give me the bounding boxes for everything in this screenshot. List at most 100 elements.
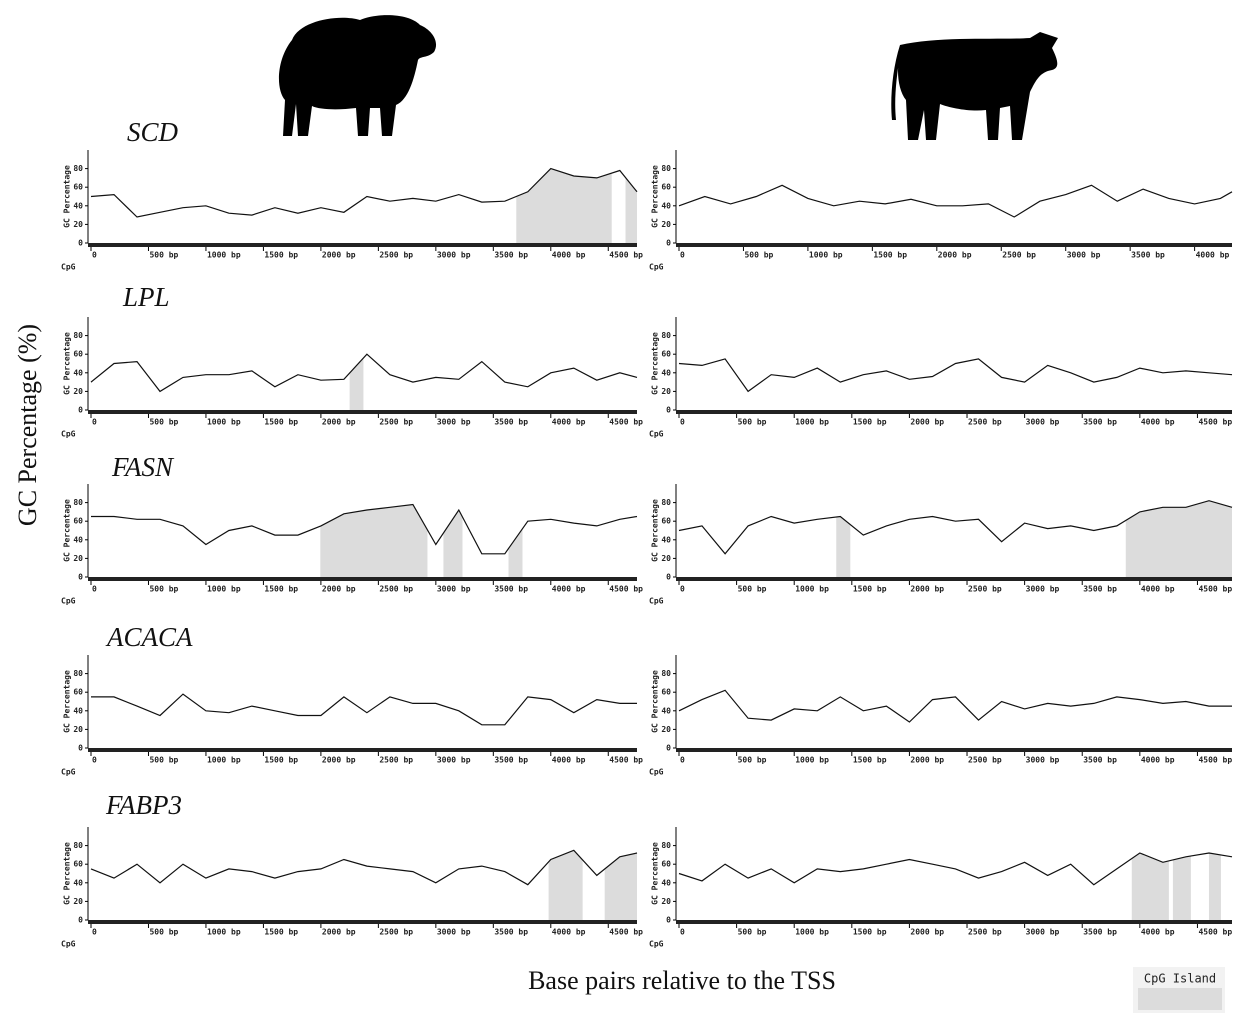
x-tick-label: 3500 bp bbox=[1083, 756, 1117, 765]
x-tick-label: 1000 bp bbox=[809, 251, 843, 260]
cpg-island bbox=[1209, 853, 1221, 920]
x-tick-label: 500 bp bbox=[149, 756, 178, 765]
legend-swatch bbox=[1138, 988, 1222, 1010]
x-tick-label: 1500 bp bbox=[873, 251, 907, 260]
y-tick-label: 0 bbox=[78, 744, 83, 753]
y-tick-label: 80 bbox=[661, 331, 671, 340]
y-tick-label: 40 bbox=[73, 878, 83, 887]
x-tick-label: 3000 bp bbox=[437, 756, 471, 765]
x-tick-label: 1500 bp bbox=[853, 928, 887, 937]
x-tick-label: 2000 bp bbox=[910, 928, 944, 937]
y-axis-label: GC Percentage bbox=[63, 499, 72, 562]
y-tick-label: 40 bbox=[661, 535, 671, 544]
y-tick-label: 0 bbox=[78, 573, 83, 582]
y-tick-label: 60 bbox=[661, 688, 671, 697]
x-tick-label: 2500 bp bbox=[968, 756, 1002, 765]
cpg-island bbox=[320, 504, 427, 577]
gc-line bbox=[679, 690, 1232, 722]
x-tick-label: 2000 bp bbox=[910, 418, 944, 427]
x-tick-label: 2500 bp bbox=[379, 928, 413, 937]
x-axis-title: Base pairs relative to the TSS bbox=[528, 966, 836, 995]
x-tick-label: 4500 bp bbox=[609, 756, 643, 765]
x-tick-label: 4000 bp bbox=[552, 418, 586, 427]
x-tick-label: 0 bbox=[680, 756, 685, 765]
x-tick-label: 4000 bp bbox=[1141, 756, 1175, 765]
x-tick-label: 1000 bp bbox=[795, 585, 829, 594]
cpg-island bbox=[516, 169, 611, 243]
x-tick-label: 2500 bp bbox=[379, 251, 413, 260]
x-tick-label: 3000 bp bbox=[1026, 418, 1060, 427]
x-tick-label: 3500 bp bbox=[1083, 585, 1117, 594]
x-tick-label: 0 bbox=[680, 251, 685, 260]
x-tick-label: 2500 bp bbox=[1002, 251, 1036, 260]
x-tick-label: 1000 bp bbox=[207, 418, 241, 427]
x-tick-label: 3500 bp bbox=[494, 251, 528, 260]
x-tick-label: 2000 bp bbox=[938, 251, 972, 260]
y-tick-label: 20 bbox=[661, 554, 671, 563]
y-tick-label: 40 bbox=[73, 535, 83, 544]
y-tick-label: 80 bbox=[73, 841, 83, 850]
x-tick-label: 0 bbox=[680, 418, 685, 427]
x-tick-label: 1500 bp bbox=[853, 756, 887, 765]
x-tick-label: 2000 bp bbox=[910, 756, 944, 765]
x-tick-label: 4000 bp bbox=[1196, 251, 1230, 260]
y-tick-label: 0 bbox=[666, 916, 671, 925]
y-axis-label: GC Percentage bbox=[651, 499, 660, 562]
y-tick-label: 20 bbox=[73, 387, 83, 396]
x-tick-label: 2000 bp bbox=[910, 585, 944, 594]
x-tick-label: 2500 bp bbox=[968, 585, 1002, 594]
y-tick-label: 20 bbox=[661, 897, 671, 906]
x-tick-label: 500 bp bbox=[738, 585, 767, 594]
x-tick-label: 1500 bp bbox=[264, 418, 298, 427]
y-tick-label: 80 bbox=[661, 498, 671, 507]
x-tick-label: 3000 bp bbox=[1026, 756, 1060, 765]
y-tick-label: 0 bbox=[666, 744, 671, 753]
x-tick-label: 3000 bp bbox=[1026, 928, 1060, 937]
y-axis-label: GC Percentage bbox=[651, 332, 660, 395]
y-tick-label: 60 bbox=[661, 350, 671, 359]
y-axis-label: GC Percentage bbox=[63, 165, 72, 228]
chart-title: FABP3 bbox=[105, 790, 182, 820]
x-tick-label: 2500 bp bbox=[379, 418, 413, 427]
x-tick-label: 4000 bp bbox=[552, 585, 586, 594]
x-tick-label: 2000 bp bbox=[322, 585, 356, 594]
cpg-island bbox=[549, 850, 583, 920]
cpg-label: CpG bbox=[649, 597, 664, 606]
x-tick-label: 1500 bp bbox=[853, 585, 887, 594]
x-axis bbox=[88, 577, 637, 581]
sheep-icon bbox=[279, 15, 436, 136]
cpg-island bbox=[508, 529, 522, 577]
x-tick-label: 500 bp bbox=[738, 418, 767, 427]
y-tick-label: 0 bbox=[78, 406, 83, 415]
x-tick-label: 4500 bp bbox=[609, 585, 643, 594]
legend-label: CpG Island bbox=[1144, 972, 1216, 986]
x-tick-label: 4000 bp bbox=[552, 251, 586, 260]
y-tick-label: 0 bbox=[666, 406, 671, 415]
y-tick-label: 80 bbox=[661, 841, 671, 850]
y-tick-label: 0 bbox=[666, 239, 671, 248]
x-tick-label: 4500 bp bbox=[609, 251, 643, 260]
y-tick-label: 40 bbox=[661, 368, 671, 377]
y-tick-label: 0 bbox=[666, 573, 671, 582]
x-tick-label: 4500 bp bbox=[1198, 585, 1232, 594]
cpg-label: CpG bbox=[649, 940, 664, 949]
y-tick-label: 80 bbox=[73, 331, 83, 340]
x-tick-label: 0 bbox=[92, 418, 97, 427]
x-tick-label: 2000 bp bbox=[322, 251, 356, 260]
x-tick-label: 1000 bp bbox=[207, 928, 241, 937]
y-axis-label: GC Percentage bbox=[651, 165, 660, 228]
x-axis bbox=[88, 243, 637, 247]
y-tick-label: 20 bbox=[73, 220, 83, 229]
y-tick-label: 20 bbox=[73, 725, 83, 734]
y-tick-label: 80 bbox=[661, 164, 671, 173]
x-tick-label: 3000 bp bbox=[437, 418, 471, 427]
y-tick-label: 40 bbox=[73, 706, 83, 715]
y-tick-label: 40 bbox=[661, 201, 671, 210]
x-tick-label: 3000 bp bbox=[437, 251, 471, 260]
x-tick-label: 1000 bp bbox=[207, 756, 241, 765]
x-tick-label: 500 bp bbox=[149, 251, 178, 260]
x-tick-label: 1500 bp bbox=[853, 418, 887, 427]
chart-title: FASN bbox=[111, 452, 175, 482]
x-tick-label: 1500 bp bbox=[264, 928, 298, 937]
chart-title: ACACA bbox=[105, 622, 193, 652]
